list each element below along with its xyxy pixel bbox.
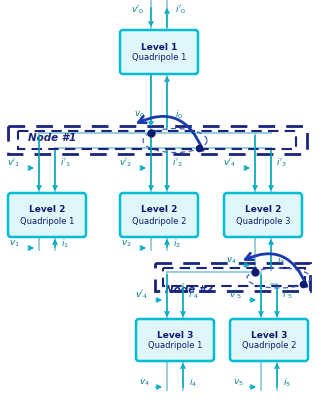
Text: Quadripole 1: Quadripole 1 [20, 217, 74, 225]
Bar [8, 126, 307, 154]
Text: $i_3$: $i_3$ [277, 255, 285, 267]
Text: $i'_1$: $i'_1$ [60, 157, 70, 169]
Text: Node #2: Node #2 [165, 285, 213, 295]
Text: Level 2: Level 2 [29, 206, 65, 214]
Text: Level 1: Level 1 [141, 42, 177, 52]
FancyBboxPatch shape [136, 319, 214, 361]
Text: Level 2: Level 2 [141, 206, 177, 214]
Text: $v'_1$: $v'_1$ [7, 157, 21, 169]
Text: $v_5$: $v_5$ [233, 378, 243, 388]
Text: $v'_0$: $v'_0$ [131, 4, 145, 16]
Text: $i'_3$: $i'_3$ [276, 157, 286, 169]
Text: $v_4$: $v_4$ [138, 378, 150, 388]
Text: $i'_2$: $i'_2$ [172, 157, 182, 169]
Text: $i'_0$: $i'_0$ [174, 4, 185, 16]
Text: Node #1: Node #1 [28, 133, 76, 143]
Text: Level 2: Level 2 [245, 206, 281, 214]
Text: Level 3: Level 3 [251, 330, 287, 339]
FancyBboxPatch shape [120, 30, 198, 74]
Text: $i_0$: $i_0$ [175, 109, 183, 121]
Text: $i_4$: $i_4$ [189, 377, 197, 389]
Text: Quadripole 1: Quadripole 1 [132, 53, 186, 63]
FancyBboxPatch shape [8, 193, 86, 237]
Text: $v_1$: $v_1$ [9, 239, 19, 249]
Text: Quadripole 3: Quadripole 3 [236, 217, 290, 225]
Text: Quadripole 1: Quadripole 1 [148, 341, 202, 350]
Text: $i_2$: $i_2$ [173, 238, 181, 250]
Text: $v'_4$: $v'_4$ [135, 289, 149, 301]
FancyBboxPatch shape [224, 193, 302, 237]
Bar [18, 131, 296, 149]
Text: $v_4$: $v_4$ [226, 256, 236, 266]
Text: $v'_5$: $v'_5$ [229, 289, 243, 301]
FancyBboxPatch shape [120, 193, 198, 237]
Text: $i'_4$: $i'_4$ [188, 289, 198, 301]
Text: $v'_2$: $v'_2$ [119, 157, 133, 169]
Text: Quadripole 2: Quadripole 2 [132, 217, 186, 225]
Text: $i_5$: $i_5$ [283, 377, 291, 389]
Text: $v_0$: $v_0$ [134, 110, 145, 120]
Text: $v'_4$: $v'_4$ [223, 157, 237, 169]
FancyBboxPatch shape [230, 319, 308, 361]
Text: Level 3: Level 3 [157, 330, 193, 339]
Text: $v_2$: $v_2$ [121, 239, 131, 249]
Text: Quadripole 2: Quadripole 2 [242, 341, 296, 350]
Bar [155, 263, 310, 291]
Bar [163, 268, 305, 286]
Text: $i'_5$: $i'_5$ [282, 289, 293, 301]
Text: $i_1$: $i_1$ [61, 238, 69, 250]
